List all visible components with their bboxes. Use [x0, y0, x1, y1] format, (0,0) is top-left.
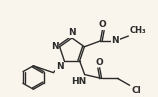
Text: N: N: [56, 62, 63, 71]
Text: O: O: [96, 58, 103, 67]
Text: N: N: [68, 28, 76, 37]
Text: HN: HN: [71, 77, 86, 86]
Text: N: N: [112, 36, 119, 45]
Text: N: N: [51, 42, 59, 51]
Text: CH₃: CH₃: [129, 26, 146, 35]
Text: Cl: Cl: [132, 86, 141, 95]
Text: O: O: [98, 20, 106, 29]
